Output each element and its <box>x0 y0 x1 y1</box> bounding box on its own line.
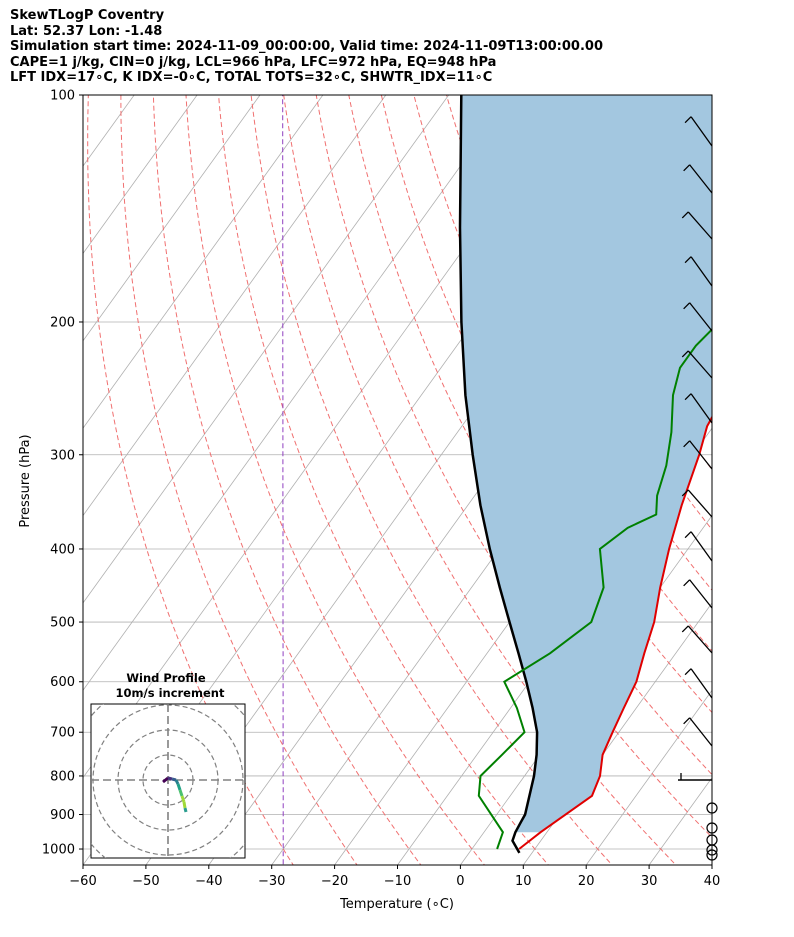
wind-barb <box>681 625 713 654</box>
y-tick-label: 400 <box>50 542 75 557</box>
dewpoint-line <box>477 327 712 850</box>
x-tick-label: −60 <box>69 874 96 889</box>
wind-barb <box>683 579 713 609</box>
hodograph-segment <box>162 776 169 784</box>
isotherm-gridline <box>83 95 387 517</box>
y-tick-label: 1000 <box>42 843 75 858</box>
x-tick-label: 10 <box>515 874 532 889</box>
hodograph-segment <box>176 783 182 791</box>
dry-adiabat-line <box>731 78 794 880</box>
isotherm-gridline <box>522 602 712 865</box>
isotherm-gridline <box>775 95 794 865</box>
mixing-ratio-line <box>282 95 284 865</box>
hodograph-segment <box>171 777 177 782</box>
wind-barb <box>681 211 713 240</box>
wind-barb <box>681 350 713 379</box>
wind-profile-inset: Wind Profile 10m/s increment <box>90 671 246 859</box>
isotherm-gridline <box>0 95 71 865</box>
axis-ticks: −60 −50 −40 −30 −20 −10 0 10 20 30 40 100 200 300 400 5… <box>42 89 720 890</box>
hodograph-plot <box>91 704 245 858</box>
time-line: Simulation start time: 2024-11-09_00:00:… <box>10 39 603 54</box>
isotherm-gridline <box>0 95 8 865</box>
y-tick-label: 200 <box>50 315 75 330</box>
cape-area-layer <box>460 95 712 833</box>
hodograph-segment <box>178 789 184 797</box>
x-axis-label: Temperature (∘C) <box>339 897 454 912</box>
wind-barb <box>683 164 713 194</box>
wind-barb <box>683 302 713 332</box>
series-layer <box>458 95 712 854</box>
isotherm-gridline <box>711 864 712 865</box>
isotherm-gridline <box>83 95 512 691</box>
wind-barb <box>684 531 713 562</box>
parcel-profile-line <box>458 95 539 854</box>
temperature-line <box>518 415 712 850</box>
x-tick-label: 0 <box>456 874 464 889</box>
dry-adiabat-line <box>152 95 422 865</box>
y-tick-label: 700 <box>50 726 75 741</box>
y-tick-label: 300 <box>50 448 75 463</box>
y-tick-label: 900 <box>50 808 75 823</box>
dry-adiabat-line <box>218 95 549 865</box>
x-tick-label: −40 <box>195 874 222 889</box>
wind-barb <box>684 668 713 699</box>
hodograph-segment <box>183 807 188 813</box>
x-tick-label: 20 <box>578 874 595 889</box>
isotherm-gridline <box>83 95 198 255</box>
y-tick-label: 100 <box>50 89 75 104</box>
hodograph-segment <box>182 801 187 809</box>
dry-adiabat-line <box>315 95 712 839</box>
wind-barb <box>684 256 713 287</box>
dry-adiabat-line <box>185 95 486 865</box>
wind-barbs <box>678 116 718 861</box>
cape-line: CAPE=1 j/kg, CIN=0 j/kg, LCL=966 hPa, LF… <box>10 54 497 70</box>
dry-adiabat-line <box>763 78 794 880</box>
y-tick-label: 500 <box>50 616 75 631</box>
wind-barb <box>684 393 713 424</box>
location-line: Lat: 52.37 Lon: -1.48 <box>10 23 163 39</box>
y-tick-label: 600 <box>50 675 75 690</box>
x-tick-label: −30 <box>258 874 285 889</box>
wind-barb <box>684 116 713 147</box>
isotherm-gridline <box>585 689 712 865</box>
hodograph-segment <box>167 776 173 781</box>
index-line: LFT IDX=17∘C, K IDX=-0∘C, TOTAL TOTS=32∘… <box>10 70 493 85</box>
chart-title: SkewTLogP Coventry <box>10 8 165 23</box>
x-tick-label: 40 <box>704 874 721 889</box>
x-tick-label: −50 <box>132 874 159 889</box>
wind-profile-title: Wind Profile <box>126 671 206 685</box>
wind-barb <box>681 489 713 518</box>
dry-adiabat-line <box>706 95 712 106</box>
chart-header: SkewTLogP Coventry Lat: 52.37 Lon: -1.48… <box>10 8 603 86</box>
isotherm-gridline <box>83 95 324 429</box>
hodograph-segment <box>174 779 180 785</box>
x-tick-label: −20 <box>321 874 348 889</box>
isotherm-gridline <box>83 95 261 342</box>
wind-barb <box>683 717 713 747</box>
isotherm-gridline <box>83 95 450 604</box>
wind-profile-subtitle: 10m/s increment <box>116 686 225 700</box>
hodograph-segment <box>180 795 186 803</box>
x-tick-label: −10 <box>384 874 411 889</box>
y-axis-label: Pressure (hPa) <box>18 434 33 527</box>
cape-shaded-area <box>460 95 712 833</box>
x-tick-label: 30 <box>641 874 658 889</box>
y-tick-label: 800 <box>50 769 75 784</box>
wind-barb <box>683 440 713 470</box>
